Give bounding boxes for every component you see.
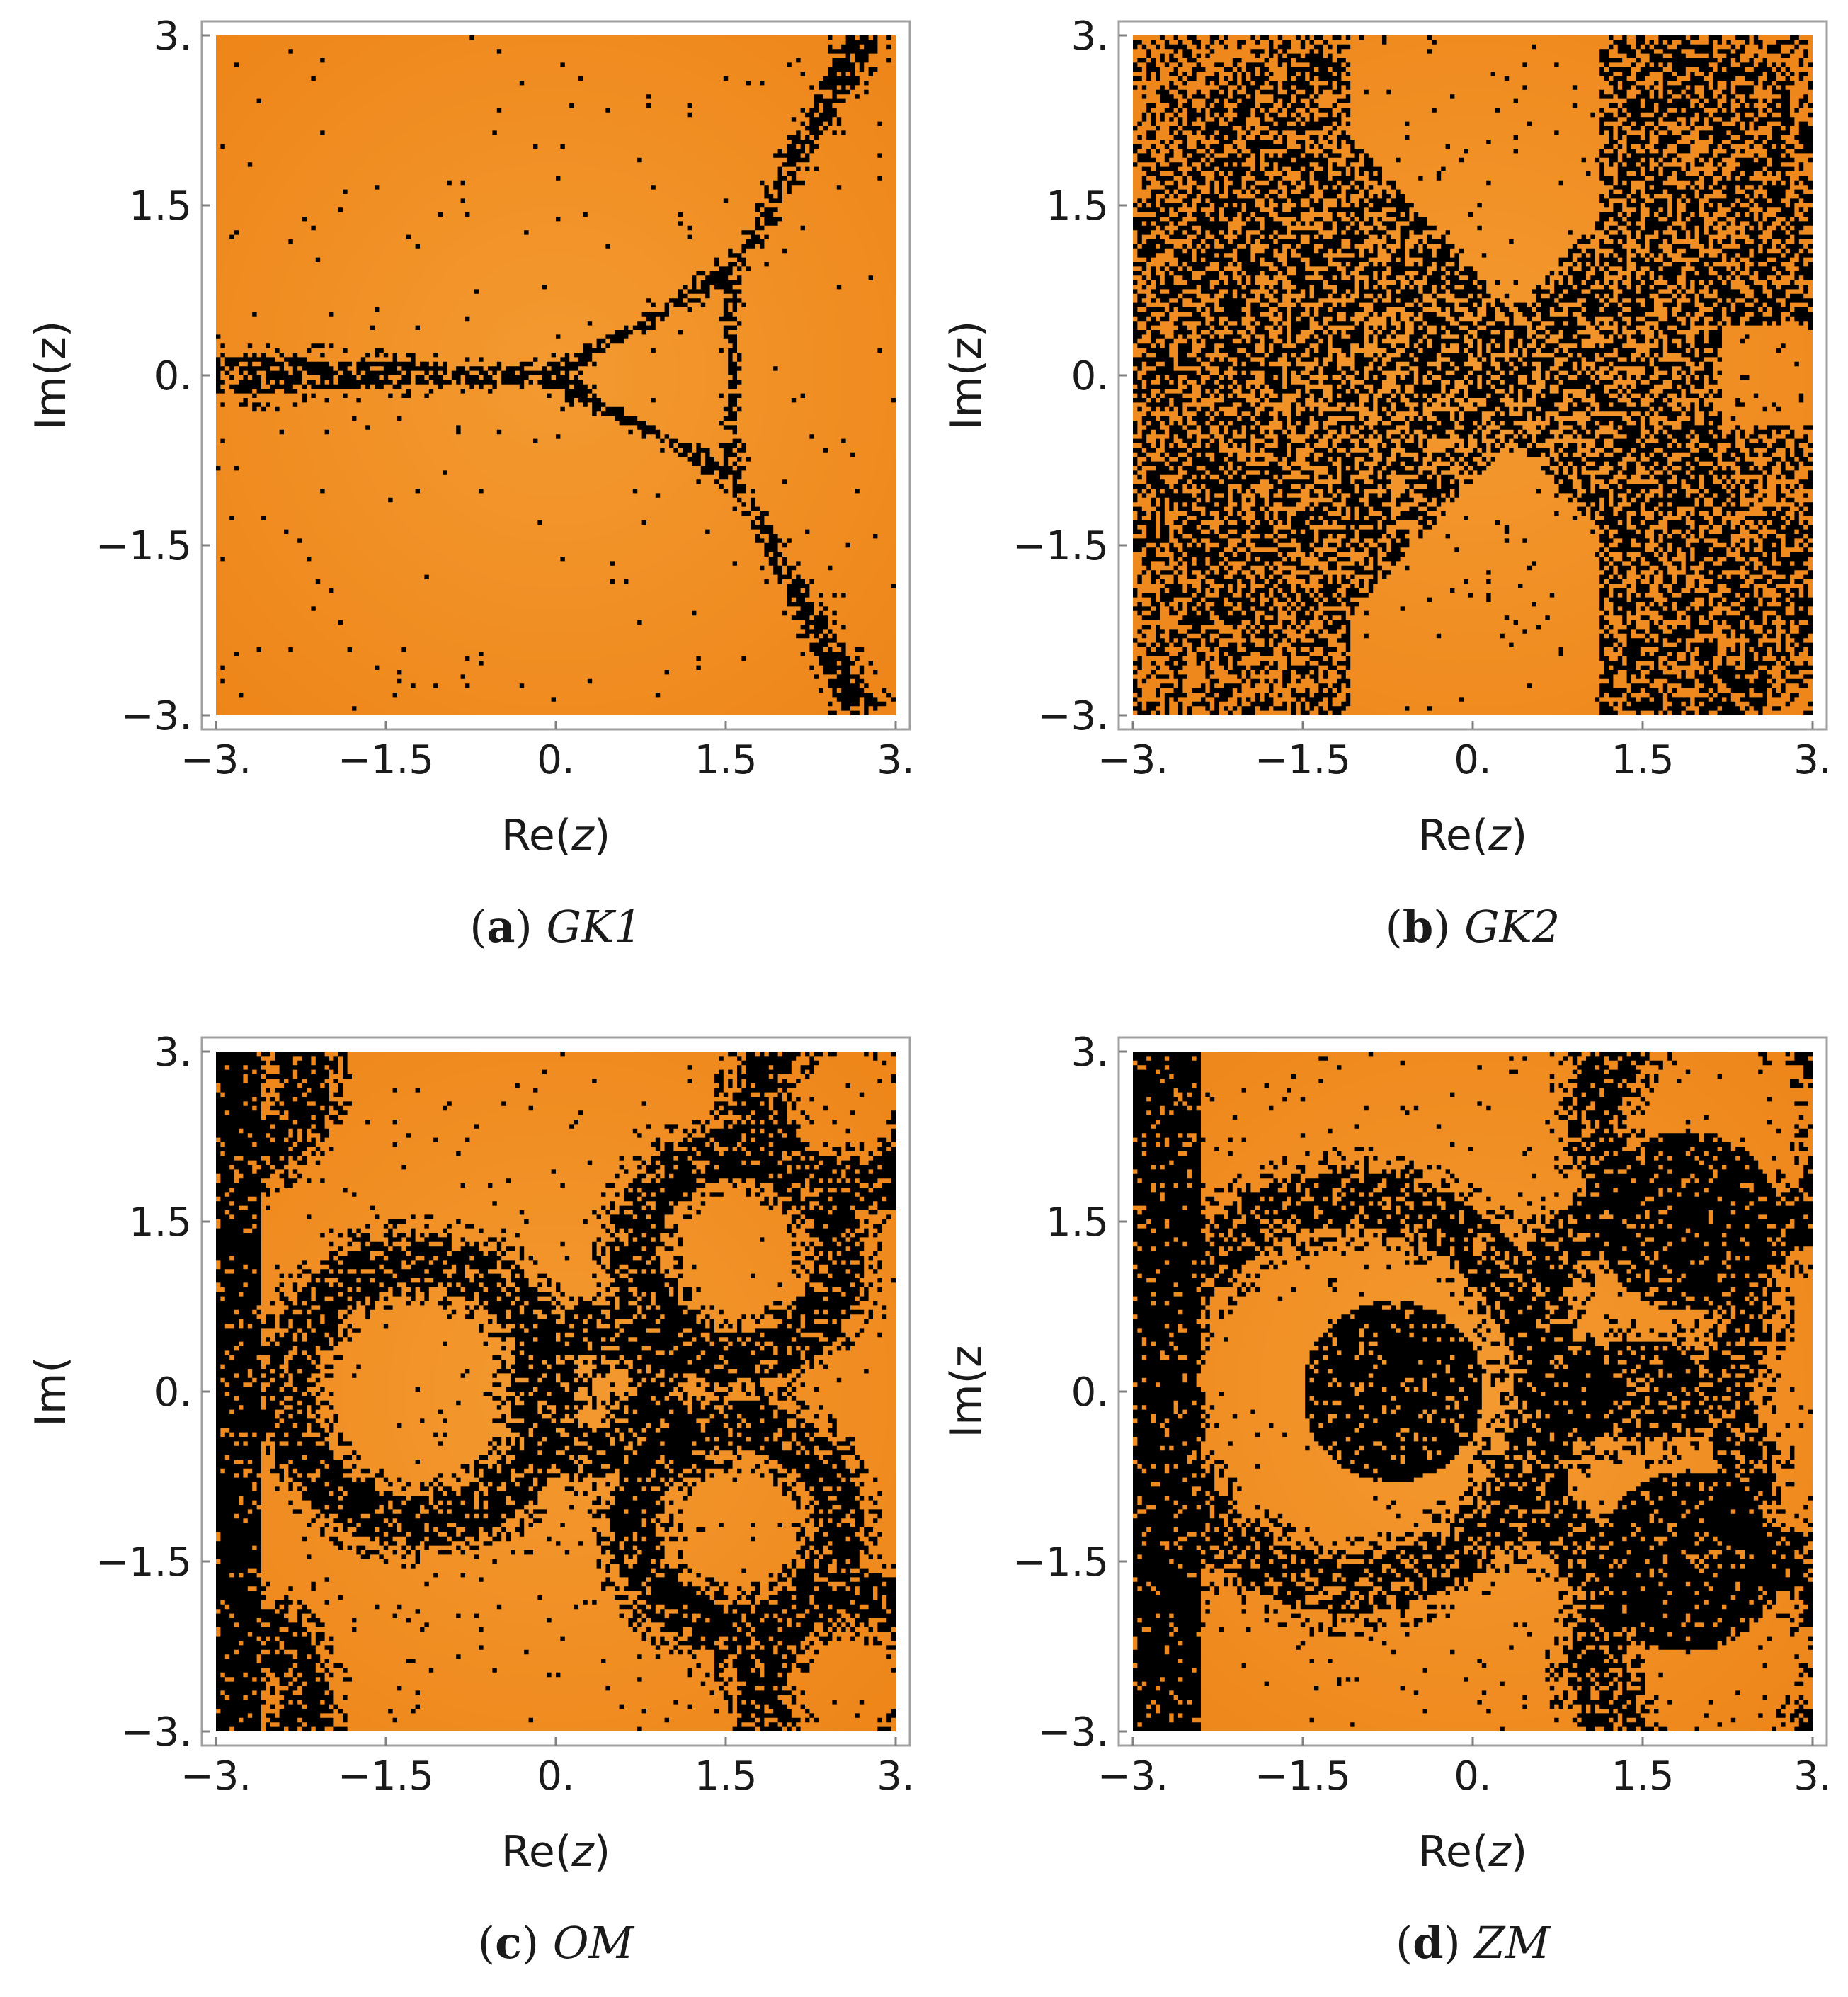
y-tick-label-c: −3. (121, 1709, 192, 1756)
axis-ticks-c (202, 1050, 897, 1746)
fractal-boundary-b (1133, 35, 1813, 715)
fractal-marks-b (1133, 35, 1813, 715)
x-tick-label-d: −3. (1097, 1753, 1168, 1799)
y-axis-label-d: Im(z (942, 1345, 991, 1438)
x-tick-labels-c: −3. −1.5 0. 1.5 3. (181, 1753, 915, 1799)
y-tick-label-c: −1.5 (96, 1540, 192, 1586)
y-axis-label-a: Im(z) (26, 321, 76, 430)
x-axis-label-a: Re(z) (501, 811, 610, 860)
x-tick-label-c: −3. (181, 1753, 251, 1799)
y-tick-labels-c: 3. 1.5 0. −1.5 −3. (96, 1030, 192, 1756)
x-tick-label-c: −1.5 (338, 1753, 434, 1799)
panel-b: −3. −1.5 0. 1.5 3. 3. 1.5 0. −1.5 −3. Re(z) Im(z… (942, 13, 1832, 952)
y-tick-label-d: 1.5 (1046, 1200, 1109, 1246)
y-tick-label-b: −1.5 (1013, 523, 1109, 569)
x-tick-label-b: 3. (1793, 737, 1831, 783)
fractal-marks-c (216, 1052, 896, 1731)
x-tick-label-b: 1.5 (1611, 737, 1674, 783)
x-tick-labels-b: −3. −1.5 0. 1.5 3. (1097, 737, 1832, 783)
caption-c: (c) OM (478, 1917, 635, 1969)
y-tick-label-b: −3. (1038, 693, 1109, 739)
y-tick-label-d: 3. (1071, 1030, 1109, 1076)
y-tick-label-b: 3. (1071, 13, 1109, 59)
panel-d: −3. −1.5 0. 1.5 3. 3. 1.5 0. −1.5 −3. Re(z) Im(z… (942, 1030, 1832, 1969)
y-tick-label-d: 0. (1071, 1370, 1109, 1416)
y-tick-label-c: 3. (154, 1030, 192, 1076)
caption-a: (a) GK1 (469, 901, 642, 952)
fractal-marks-d (1133, 1052, 1813, 1731)
panel-a: −3. −1.5 0. 1.5 3. 3. 1.5 0. −1.5 −3. Re(z) Im(z… (26, 13, 915, 952)
x-tick-label-d: 3. (1793, 1753, 1831, 1799)
x-tick-label-c: 0. (537, 1753, 574, 1799)
y-tick-labels-a: 3. 1.5 0. −1.5 −3. (96, 13, 192, 739)
fractal-marks-a (216, 35, 896, 715)
y-tick-label-c: 1.5 (129, 1200, 192, 1246)
axis-ticks-d (1119, 1050, 1814, 1746)
caption-d: (d) ZM (1396, 1917, 1551, 1969)
x-tick-label-d: 1.5 (1611, 1753, 1674, 1799)
panel-c: −3. −1.5 0. 1.5 3. 3.1.50.−1.5−3. Re(z) Im( … (26, 1030, 915, 1969)
y-tick-label-c: 0. (154, 1370, 192, 1416)
x-axis-label-d: Re(z) (1418, 1827, 1527, 1877)
y-tick-labels-b: 3. 1.5 0. −1.5 −3. (1013, 13, 1109, 739)
y-axis-label-c: Im( (26, 1356, 76, 1427)
x-axis-label-b: Re(z) (1418, 811, 1527, 860)
y-tick-label-d: −1.5 (1013, 1540, 1109, 1586)
y-tick-label-a: 1.5 (129, 183, 192, 229)
y-tick-label-a: −3. (121, 693, 192, 739)
x-tick-label-b: 0. (1454, 737, 1491, 783)
y-tick-label-a: −1.5 (96, 523, 192, 569)
x-tick-label-a: −3. (181, 737, 251, 783)
x-tick-label-a: 0. (537, 737, 574, 783)
axis-ticks-a (202, 34, 897, 729)
y-tick-label-a: 0. (154, 353, 192, 399)
x-tick-labels-d: −3. −1.5 0. 1.5 3. (1097, 1753, 1832, 1799)
y-tick-labels-d: 3. 1.5 0. −1.5 −3. (1013, 1030, 1109, 1756)
axis-ticks-b (1119, 34, 1814, 729)
x-tick-label-d: 0. (1454, 1753, 1491, 1799)
caption-b: (b) GK2 (1386, 901, 1561, 952)
x-tick-label-d: −1.5 (1255, 1753, 1351, 1799)
x-tick-label-c: 3. (877, 1753, 914, 1799)
y-tick-label-b: 0. (1071, 353, 1109, 399)
x-tick-labels-a: −3. −1.5 0. 1.5 3. (181, 737, 915, 783)
x-tick-label-a: −1.5 (338, 737, 434, 783)
x-tick-label-a: 3. (877, 737, 914, 783)
y-tick-label-a: 3. (154, 13, 192, 59)
y-axis-label-b: Im(z) (942, 321, 991, 430)
x-tick-label-c: 1.5 (694, 1753, 757, 1799)
x-tick-label-a: 1.5 (694, 737, 757, 783)
fractal-boundary-c (216, 1052, 896, 1731)
y-tick-label-b: 1.5 (1046, 183, 1109, 229)
x-tick-label-b: −3. (1097, 737, 1168, 783)
fractal-boundary-a (216, 35, 896, 715)
fractal-boundary-d (1133, 1052, 1813, 1731)
x-axis-label-c: Re(z) (501, 1827, 610, 1877)
x-tick-label-b: −1.5 (1255, 737, 1351, 783)
y-tick-label-d: −3. (1038, 1709, 1109, 1756)
